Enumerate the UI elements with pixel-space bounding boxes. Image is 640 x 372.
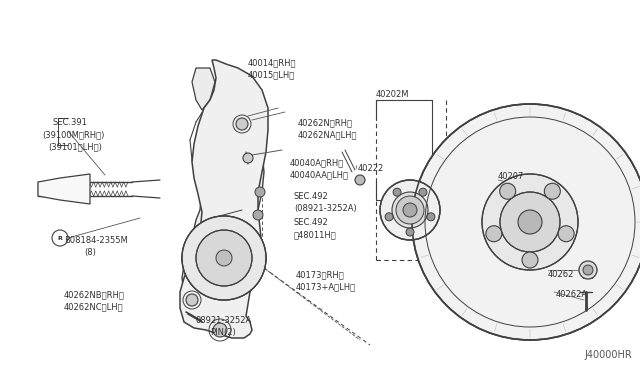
Text: 40262NA〈LH〉: 40262NA〈LH〉 (298, 130, 358, 139)
Circle shape (392, 192, 428, 228)
Circle shape (500, 183, 516, 199)
Circle shape (243, 153, 253, 163)
Circle shape (253, 210, 263, 220)
Text: SEC.391: SEC.391 (52, 118, 87, 127)
Circle shape (500, 192, 560, 252)
Text: 40262N〈RH〉: 40262N〈RH〉 (298, 118, 353, 127)
Circle shape (419, 188, 427, 196)
Circle shape (545, 183, 561, 199)
Circle shape (380, 180, 440, 240)
Text: 40262NB〈RH〉: 40262NB〈RH〉 (64, 290, 125, 299)
Circle shape (186, 294, 198, 306)
Circle shape (583, 265, 593, 275)
Text: 40202M: 40202M (376, 90, 410, 99)
Circle shape (518, 210, 542, 234)
Text: 08921-3252A: 08921-3252A (196, 316, 252, 325)
Text: PIN(2): PIN(2) (210, 328, 236, 337)
Polygon shape (180, 60, 268, 338)
Circle shape (406, 228, 414, 236)
Polygon shape (182, 100, 264, 318)
Text: J40000HR: J40000HR (584, 350, 632, 360)
Text: 40040A〈RH〉: 40040A〈RH〉 (290, 158, 344, 167)
Circle shape (558, 226, 574, 242)
Circle shape (213, 323, 227, 337)
Text: (39100M〈RH〉): (39100M〈RH〉) (42, 130, 104, 139)
Circle shape (403, 203, 417, 217)
Circle shape (355, 175, 365, 185)
Circle shape (522, 252, 538, 268)
Text: (8): (8) (84, 248, 96, 257)
Circle shape (255, 187, 265, 197)
Text: B08184-2355M: B08184-2355M (64, 236, 128, 245)
Text: 40262A: 40262A (556, 290, 588, 299)
Text: 40262: 40262 (548, 270, 574, 279)
Circle shape (486, 226, 502, 242)
Circle shape (210, 244, 238, 272)
Circle shape (579, 261, 597, 279)
Text: (08921-3252A): (08921-3252A) (294, 204, 356, 213)
Text: 40040AA〈LH〉: 40040AA〈LH〉 (290, 170, 349, 179)
Polygon shape (38, 174, 90, 204)
Polygon shape (192, 68, 215, 110)
Text: 40173〈RH〉: 40173〈RH〉 (296, 270, 345, 279)
Circle shape (236, 118, 248, 130)
Circle shape (182, 216, 266, 300)
Circle shape (216, 250, 232, 266)
Text: R: R (58, 235, 63, 241)
Circle shape (196, 230, 252, 286)
Text: 40222: 40222 (358, 164, 384, 173)
Circle shape (482, 174, 578, 270)
Circle shape (385, 213, 393, 221)
Text: 40262NC〈LH〉: 40262NC〈LH〉 (64, 302, 124, 311)
Text: 40173+A〈LH〉: 40173+A〈LH〉 (296, 282, 356, 291)
Text: 〈48011H〉: 〈48011H〉 (294, 230, 337, 239)
Text: SEC.492: SEC.492 (294, 192, 329, 201)
Circle shape (427, 213, 435, 221)
Circle shape (412, 104, 640, 340)
Text: 40015〈LH〉: 40015〈LH〉 (248, 70, 295, 79)
Text: 40207: 40207 (498, 172, 524, 181)
Circle shape (396, 196, 424, 224)
Text: 40014〈RH〉: 40014〈RH〉 (248, 58, 296, 67)
Text: SEC.492: SEC.492 (294, 218, 329, 227)
Circle shape (393, 188, 401, 196)
Text: (39101〈LH〉): (39101〈LH〉) (48, 142, 102, 151)
